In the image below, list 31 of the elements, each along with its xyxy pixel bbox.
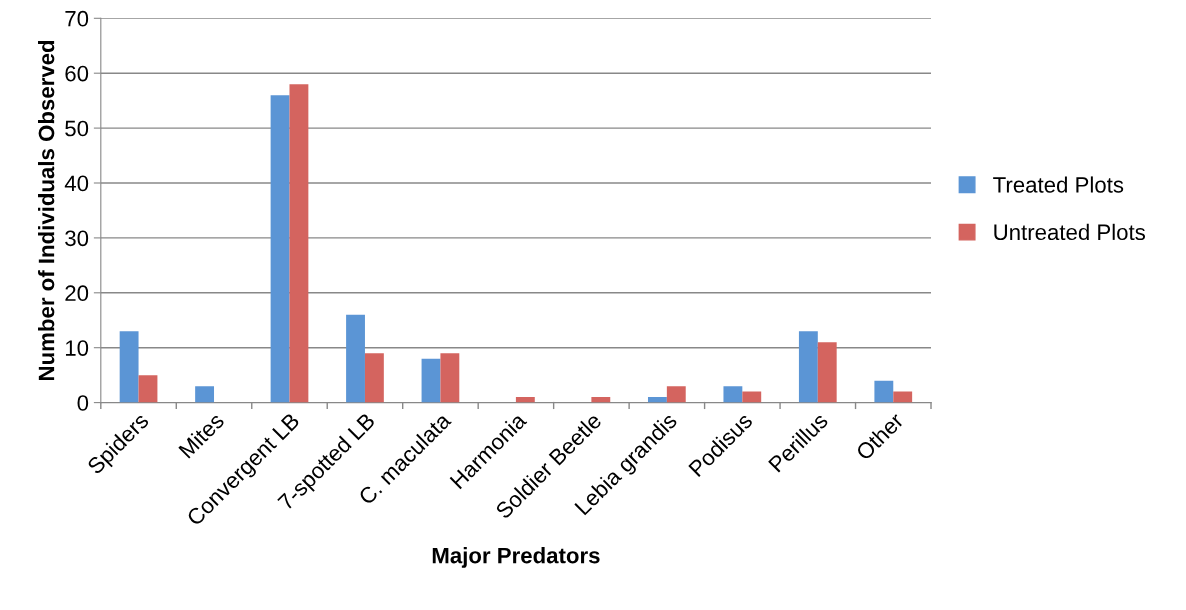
y-tick-label: 70 <box>65 10 89 27</box>
y-tick-label: 0 <box>77 395 89 411</box>
y-axis-title: Number of Individuals Observed <box>38 40 55 380</box>
bar <box>195 386 215 403</box>
bar <box>591 397 611 403</box>
bar <box>723 386 743 403</box>
y-tick-label: 20 <box>65 285 89 302</box>
bar <box>440 353 460 403</box>
bar <box>346 314 365 403</box>
y-tick-label: 30 <box>65 230 89 247</box>
bar <box>817 342 837 403</box>
legend-label: Untreated Plots <box>994 223 1146 241</box>
bar <box>364 353 384 403</box>
bar <box>515 397 535 403</box>
legend-label: Treated Plots <box>993 176 1124 193</box>
y-tick-label: 10 <box>65 340 89 356</box>
bar <box>893 391 913 403</box>
bar <box>138 375 158 403</box>
x-axis-title: Major Predators <box>432 547 600 568</box>
bar <box>666 386 686 403</box>
y-tick-label: 40 <box>64 175 89 192</box>
bar <box>289 84 309 403</box>
y-tick-label: 60 <box>65 65 89 82</box>
bar <box>421 358 441 403</box>
bar <box>742 391 762 403</box>
bar <box>798 331 818 403</box>
bar <box>874 380 894 403</box>
bar <box>270 95 290 403</box>
bar <box>119 331 139 403</box>
y-tick-label: 50 <box>65 120 89 137</box>
bar <box>647 397 667 403</box>
